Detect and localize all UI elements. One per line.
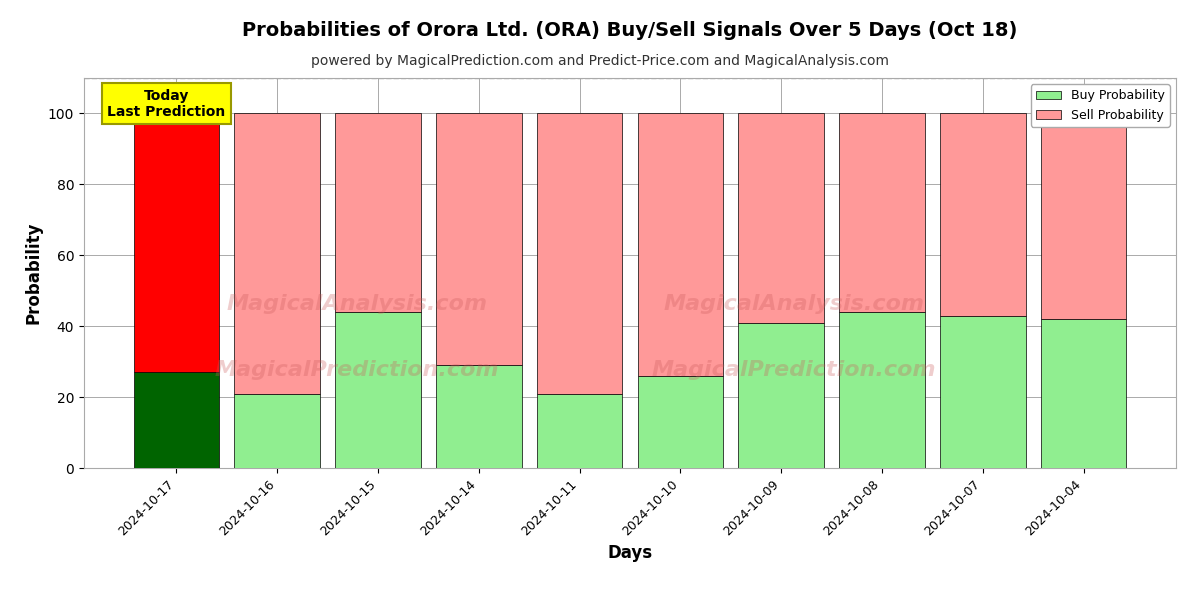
Legend: Buy Probability, Sell Probability: Buy Probability, Sell Probability	[1031, 84, 1170, 127]
Bar	[335, 113, 421, 312]
Text: MagicalAnalysis.com: MagicalAnalysis.com	[227, 294, 487, 314]
Title: Probabilities of Orora Ltd. (ORA) Buy/Sell Signals Over 5 Days (Oct 18): Probabilities of Orora Ltd. (ORA) Buy/Se…	[242, 22, 1018, 40]
Bar	[738, 323, 824, 468]
Text: MagicalPrediction.com: MagicalPrediction.com	[652, 361, 936, 380]
Bar	[1040, 319, 1127, 468]
Bar	[940, 113, 1026, 316]
Bar	[1040, 113, 1127, 319]
Bar	[637, 376, 724, 468]
Bar	[839, 312, 925, 468]
Text: Today
Last Prediction: Today Last Prediction	[107, 89, 226, 119]
Bar	[436, 365, 522, 468]
Bar	[940, 316, 1026, 468]
Bar	[738, 113, 824, 323]
Bar	[133, 113, 220, 372]
Bar	[536, 394, 623, 468]
Bar	[234, 394, 320, 468]
Bar	[637, 113, 724, 376]
Text: MagicalPrediction.com: MagicalPrediction.com	[215, 361, 499, 380]
Bar	[436, 113, 522, 365]
Bar	[536, 113, 623, 394]
Y-axis label: Probability: Probability	[24, 222, 42, 324]
Bar	[234, 113, 320, 394]
Text: MagicalAnalysis.com: MagicalAnalysis.com	[664, 294, 924, 314]
Text: powered by MagicalPrediction.com and Predict-Price.com and MagicalAnalysis.com: powered by MagicalPrediction.com and Pre…	[311, 54, 889, 68]
Bar	[839, 113, 925, 312]
X-axis label: Days: Days	[607, 544, 653, 562]
Bar	[133, 372, 220, 468]
Bar	[335, 312, 421, 468]
